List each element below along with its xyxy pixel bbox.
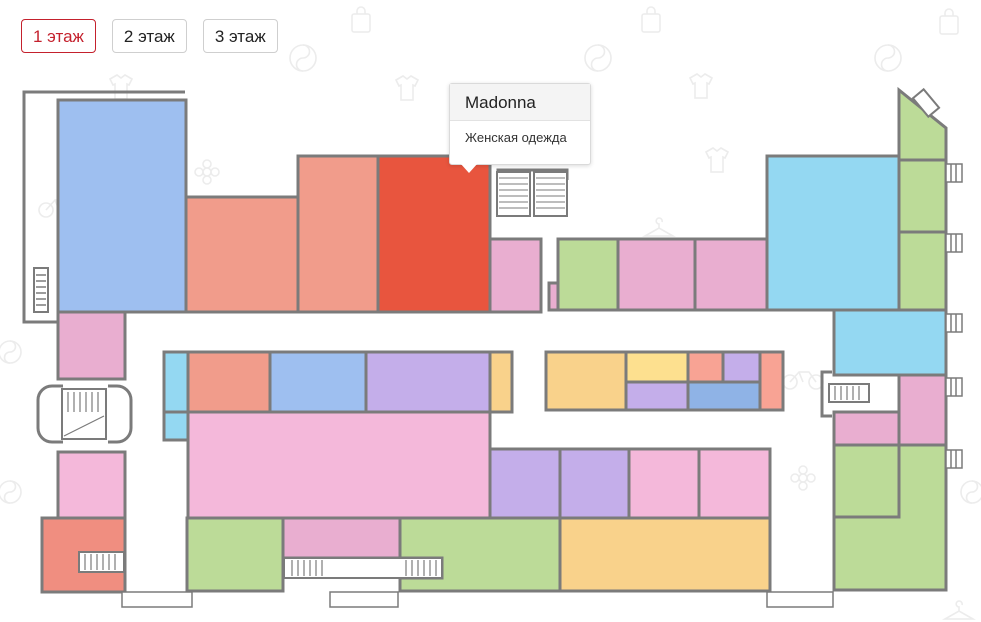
shop-unit[interactable]: [488, 447, 562, 520]
shop-unit[interactable]: [897, 158, 948, 234]
shop-unit[interactable]: [56, 98, 188, 314]
shop-unit[interactable]: [832, 410, 901, 447]
shop-unit[interactable]: [897, 373, 948, 447]
shop-unit[interactable]: [162, 410, 190, 442]
shop-unit[interactable]: [616, 237, 697, 312]
shop-unit[interactable]: [832, 308, 948, 377]
hanger-icon: [641, 217, 677, 237]
flower-icon: [194, 159, 220, 185]
shop-unit[interactable]: [832, 443, 901, 519]
shop-units: [40, 86, 948, 594]
tooltip-arrow: [460, 163, 478, 173]
shop-unit[interactable]: [556, 237, 620, 312]
shop-unit[interactable]: [488, 237, 543, 314]
shop-unit[interactable]: [897, 230, 948, 312]
shop-unit[interactable]: [488, 350, 514, 414]
shop-unit[interactable]: [186, 350, 272, 414]
hanger-icon: [941, 600, 977, 620]
yin-yang-icon: [0, 480, 22, 504]
shopping-bag-icon: [939, 8, 959, 35]
floor-tab-2[interactable]: 2 этаж: [111, 19, 187, 53]
shop-unit[interactable]: [686, 380, 762, 412]
shop-unit[interactable]: [832, 443, 948, 592]
shop-unit[interactable]: [398, 516, 562, 593]
shop-unit[interactable]: [558, 447, 631, 520]
shop-unit-madonna[interactable]: [376, 154, 492, 314]
shop-unit[interactable]: [686, 350, 725, 384]
shop-unit[interactable]: [765, 154, 901, 312]
shopping-bag-icon: [641, 6, 661, 33]
yin-yang-icon: [0, 340, 22, 364]
shirt-icon: [108, 74, 134, 100]
shop-unit[interactable]: [693, 237, 769, 312]
shop-category: Женская одежда: [465, 130, 567, 145]
shop-unit[interactable]: [281, 516, 402, 560]
floor-tab-1[interactable]: 1 этаж: [21, 19, 96, 53]
shop-unit[interactable]: [185, 516, 285, 593]
yin-yang-icon: [289, 44, 317, 72]
shop-unit[interactable]: [56, 450, 127, 520]
shirt-icon: [688, 73, 714, 99]
shop-unit[interactable]: [697, 447, 772, 520]
shop-unit[interactable]: [364, 350, 492, 414]
shop-unit[interactable]: [56, 310, 127, 381]
stairs: [33, 87, 963, 608]
shop-unit[interactable]: [624, 350, 690, 384]
yin-yang-icon: [584, 44, 612, 72]
yin-yang-icon: [960, 480, 981, 504]
shop-unit[interactable]: [184, 195, 300, 314]
shop-unit[interactable]: [186, 410, 492, 520]
floor-tab-3[interactable]: 3 этаж: [202, 19, 278, 53]
shop-tooltip: Madonna Женская одежда: [449, 83, 591, 173]
shop-unit[interactable]: [162, 350, 190, 414]
shop-unit[interactable]: [721, 350, 762, 384]
shopping-bag-icon: [351, 6, 371, 33]
shop-unit[interactable]: [758, 350, 785, 412]
shop-name: Madonna: [450, 84, 590, 121]
shop-unit[interactable]: [268, 350, 368, 414]
shop-unit[interactable]: [624, 380, 690, 412]
yin-yang-icon: [874, 44, 902, 72]
floor-tabs: 1 этаж 2 этаж 3 этаж: [21, 19, 294, 53]
shop-unit[interactable]: [627, 447, 701, 520]
shop-unit[interactable]: [296, 154, 380, 314]
shirt-icon: [704, 147, 730, 173]
shirt-icon: [394, 75, 420, 101]
flower-icon: [790, 465, 816, 491]
shop-unit[interactable]: [544, 350, 628, 412]
shop-unit[interactable]: [558, 516, 772, 593]
